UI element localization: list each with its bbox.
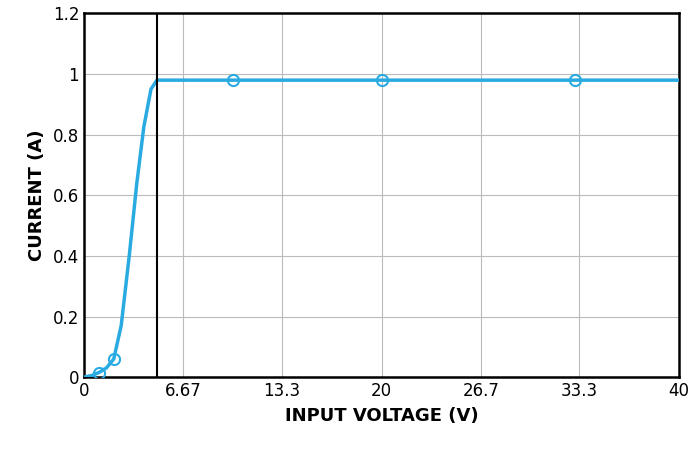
X-axis label: INPUT VOLTAGE (V): INPUT VOLTAGE (V) <box>285 407 478 425</box>
Y-axis label: CURRENT (A): CURRENT (A) <box>28 130 46 261</box>
